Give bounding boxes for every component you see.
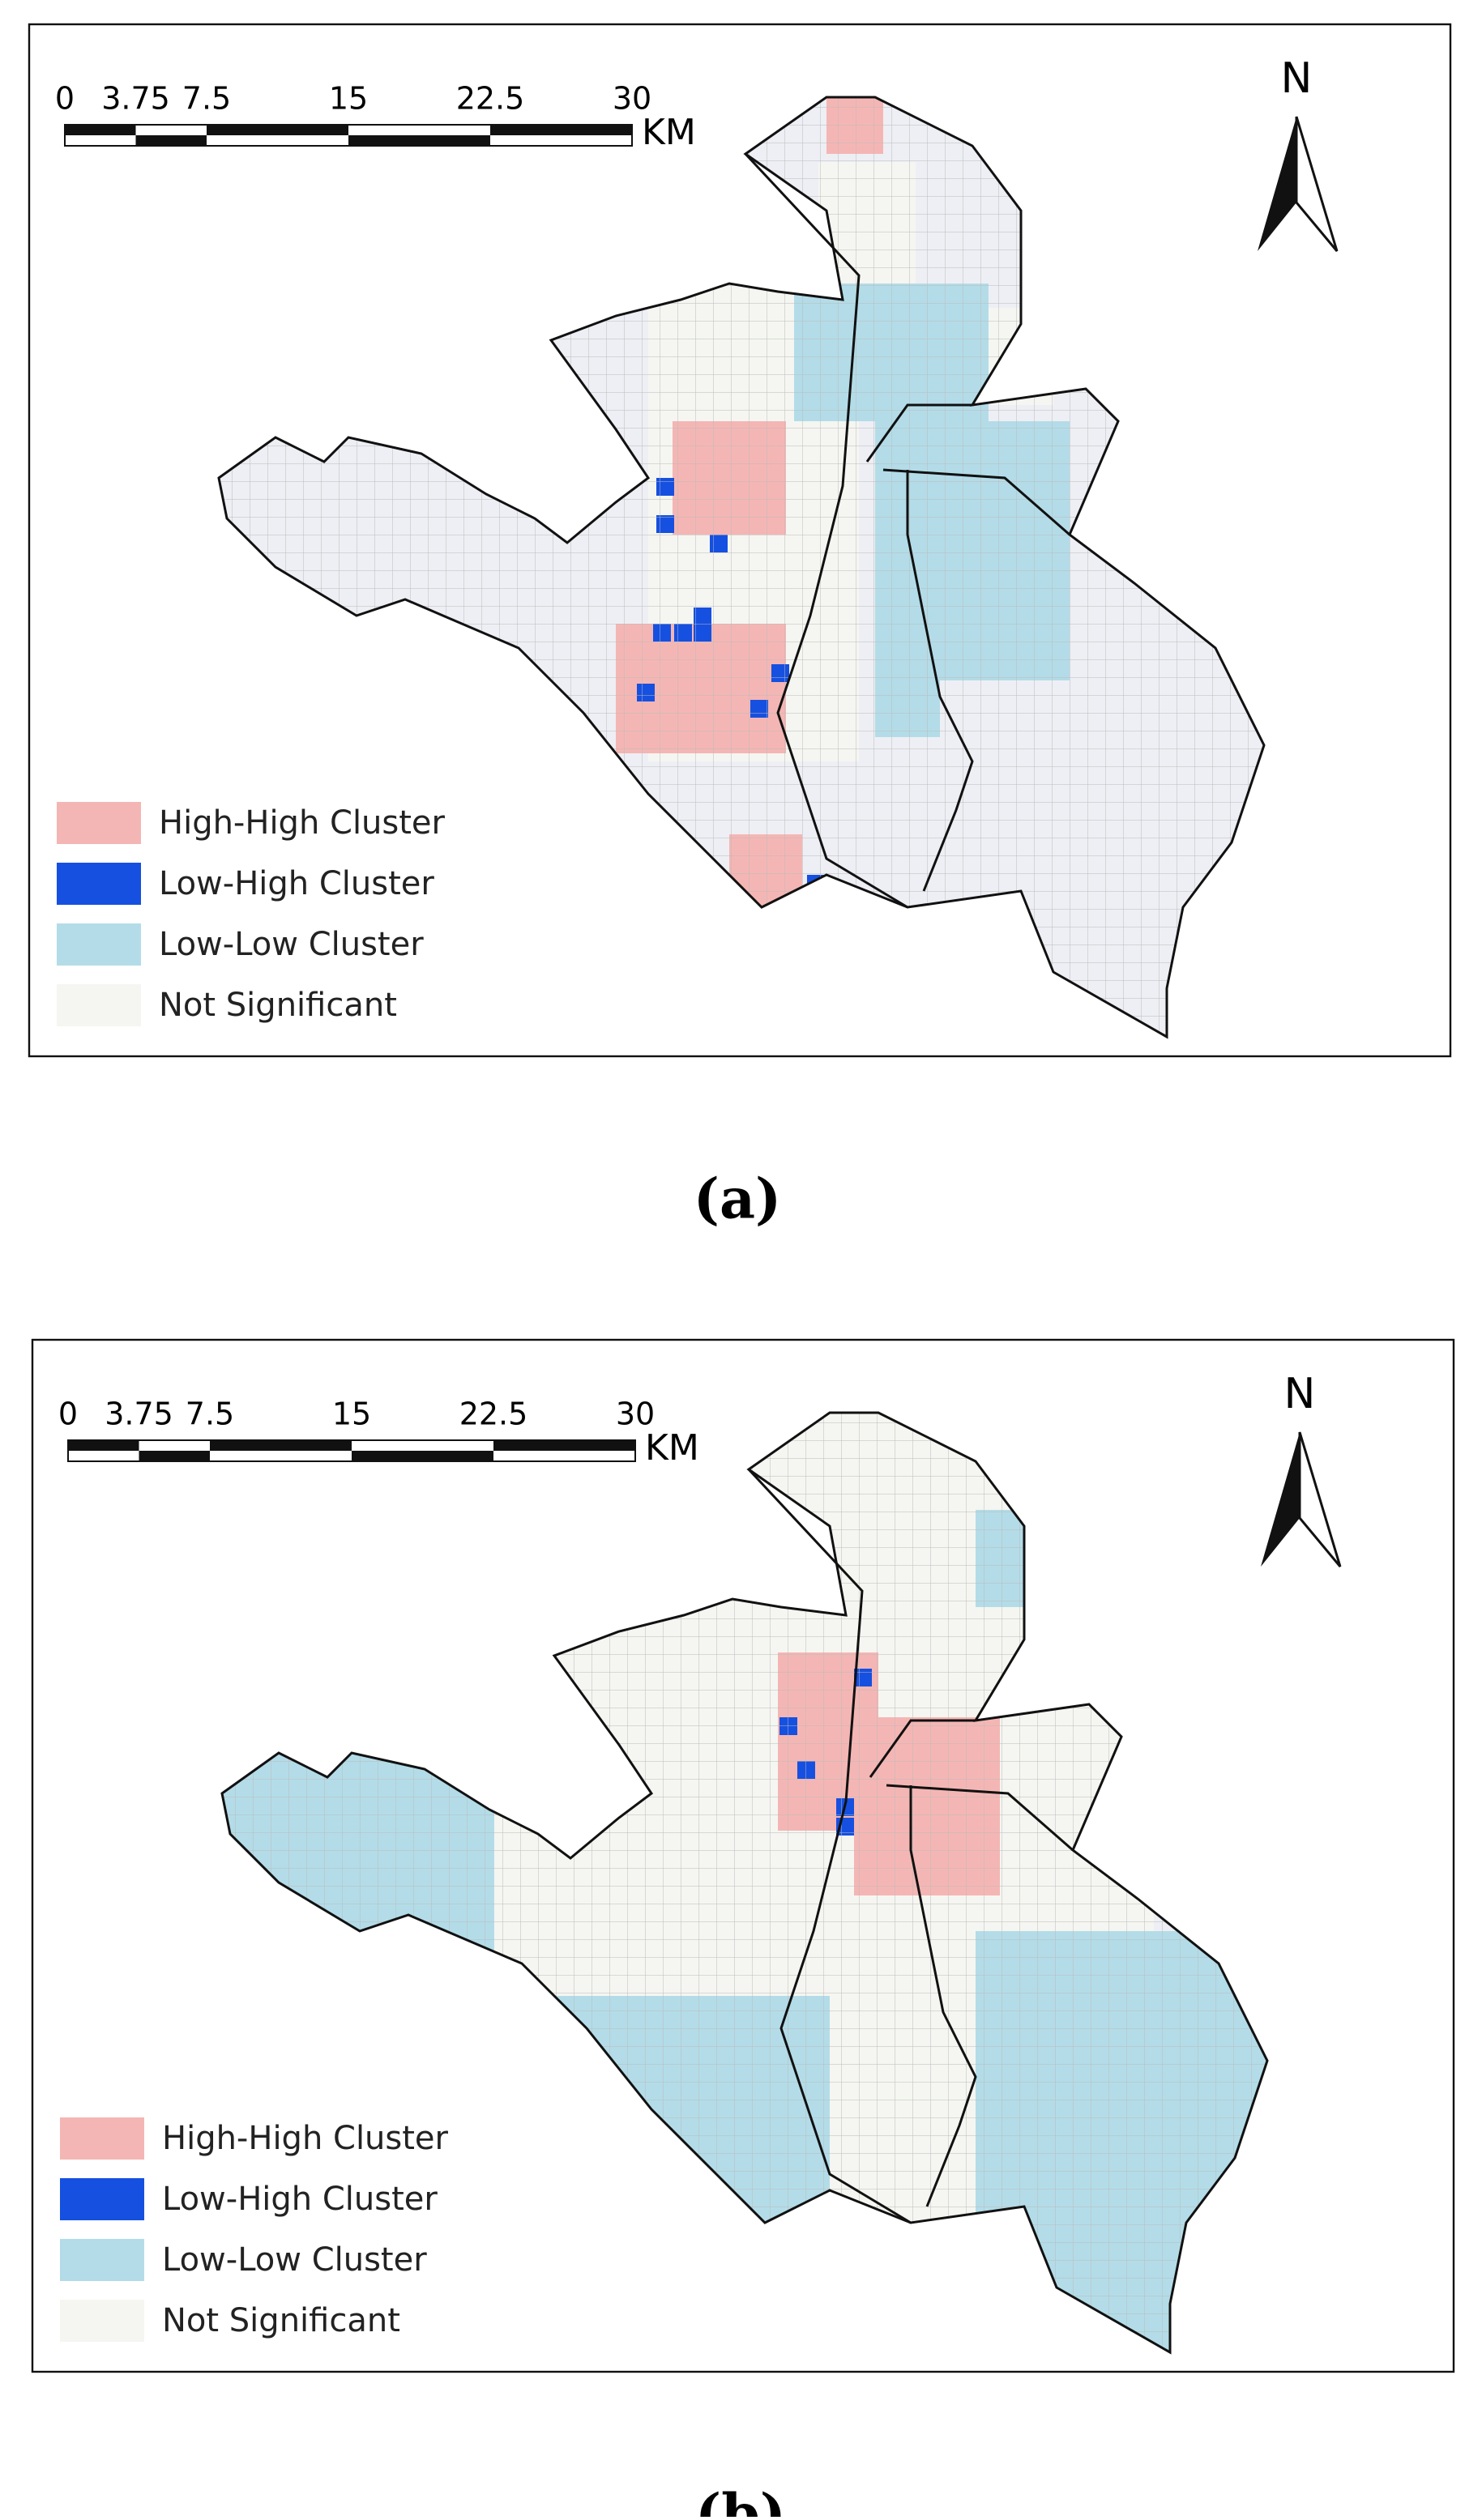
north-arrow-left (1261, 1432, 1300, 1567)
scale-segment (65, 125, 136, 135)
north-label: N (1281, 54, 1313, 103)
north-arrow-left (1258, 117, 1296, 251)
scale-segment (210, 1440, 352, 1451)
legend-swatch (60, 2117, 144, 2160)
legend-swatch (57, 984, 141, 1026)
district-boundary (869, 1719, 1074, 2207)
scale-segment (68, 1440, 139, 1451)
scale-unit: KM (645, 1427, 699, 1469)
legend-label: Not Significant (162, 2302, 400, 2339)
panel-caption: (b) (695, 2483, 786, 2518)
scale-unit: KM (642, 112, 696, 153)
scale-label: 7.5 (186, 1396, 234, 1432)
scale-segment (352, 1451, 493, 1461)
north-arrow-right (1295, 116, 1339, 252)
legend-swatch (60, 2239, 144, 2281)
scale-segment (490, 125, 632, 135)
legend-label: Low-Low Cluster (162, 2241, 427, 2279)
scale-label: 7.5 (182, 81, 231, 117)
legend-swatch (57, 802, 141, 844)
district-boundary (865, 403, 1070, 892)
scale-label: 22.5 (456, 81, 525, 117)
scale-label: 3.75 (105, 1396, 173, 1432)
district-boundary (747, 1468, 912, 2224)
scale-segment (493, 1440, 635, 1451)
legend-swatch (57, 863, 141, 905)
legend-label: Low-High Cluster (162, 2181, 438, 2218)
scale-label: 15 (329, 81, 368, 117)
scale-label: 30 (613, 81, 651, 117)
legend-swatch (60, 2300, 144, 2342)
legend-label: Low-High Cluster (159, 865, 434, 902)
scale-segment (207, 125, 348, 135)
scale-label: 0 (55, 81, 75, 117)
scale-segment (135, 135, 207, 146)
panel-caption: (a) (694, 1167, 781, 1232)
scale-segment (139, 1451, 210, 1461)
scale-label: 15 (332, 1396, 371, 1432)
legend-label: High-High Cluster (162, 2120, 449, 2157)
scale-label: 22.5 (459, 1396, 528, 1432)
district-boundary (744, 152, 908, 909)
north-arrow-right (1298, 1431, 1342, 1567)
legend-label: Low-Low Cluster (159, 926, 424, 963)
legend-label: Not Significant (159, 987, 397, 1024)
scale-label: 0 (58, 1396, 78, 1432)
north-label: N (1284, 1370, 1316, 1418)
scale-label: 30 (616, 1396, 655, 1432)
scale-label: 3.75 (101, 81, 170, 117)
legend-label: High-High Cluster (159, 804, 446, 842)
scale-segment (348, 135, 490, 146)
legend-swatch (57, 923, 141, 966)
legend-swatch (60, 2178, 144, 2220)
